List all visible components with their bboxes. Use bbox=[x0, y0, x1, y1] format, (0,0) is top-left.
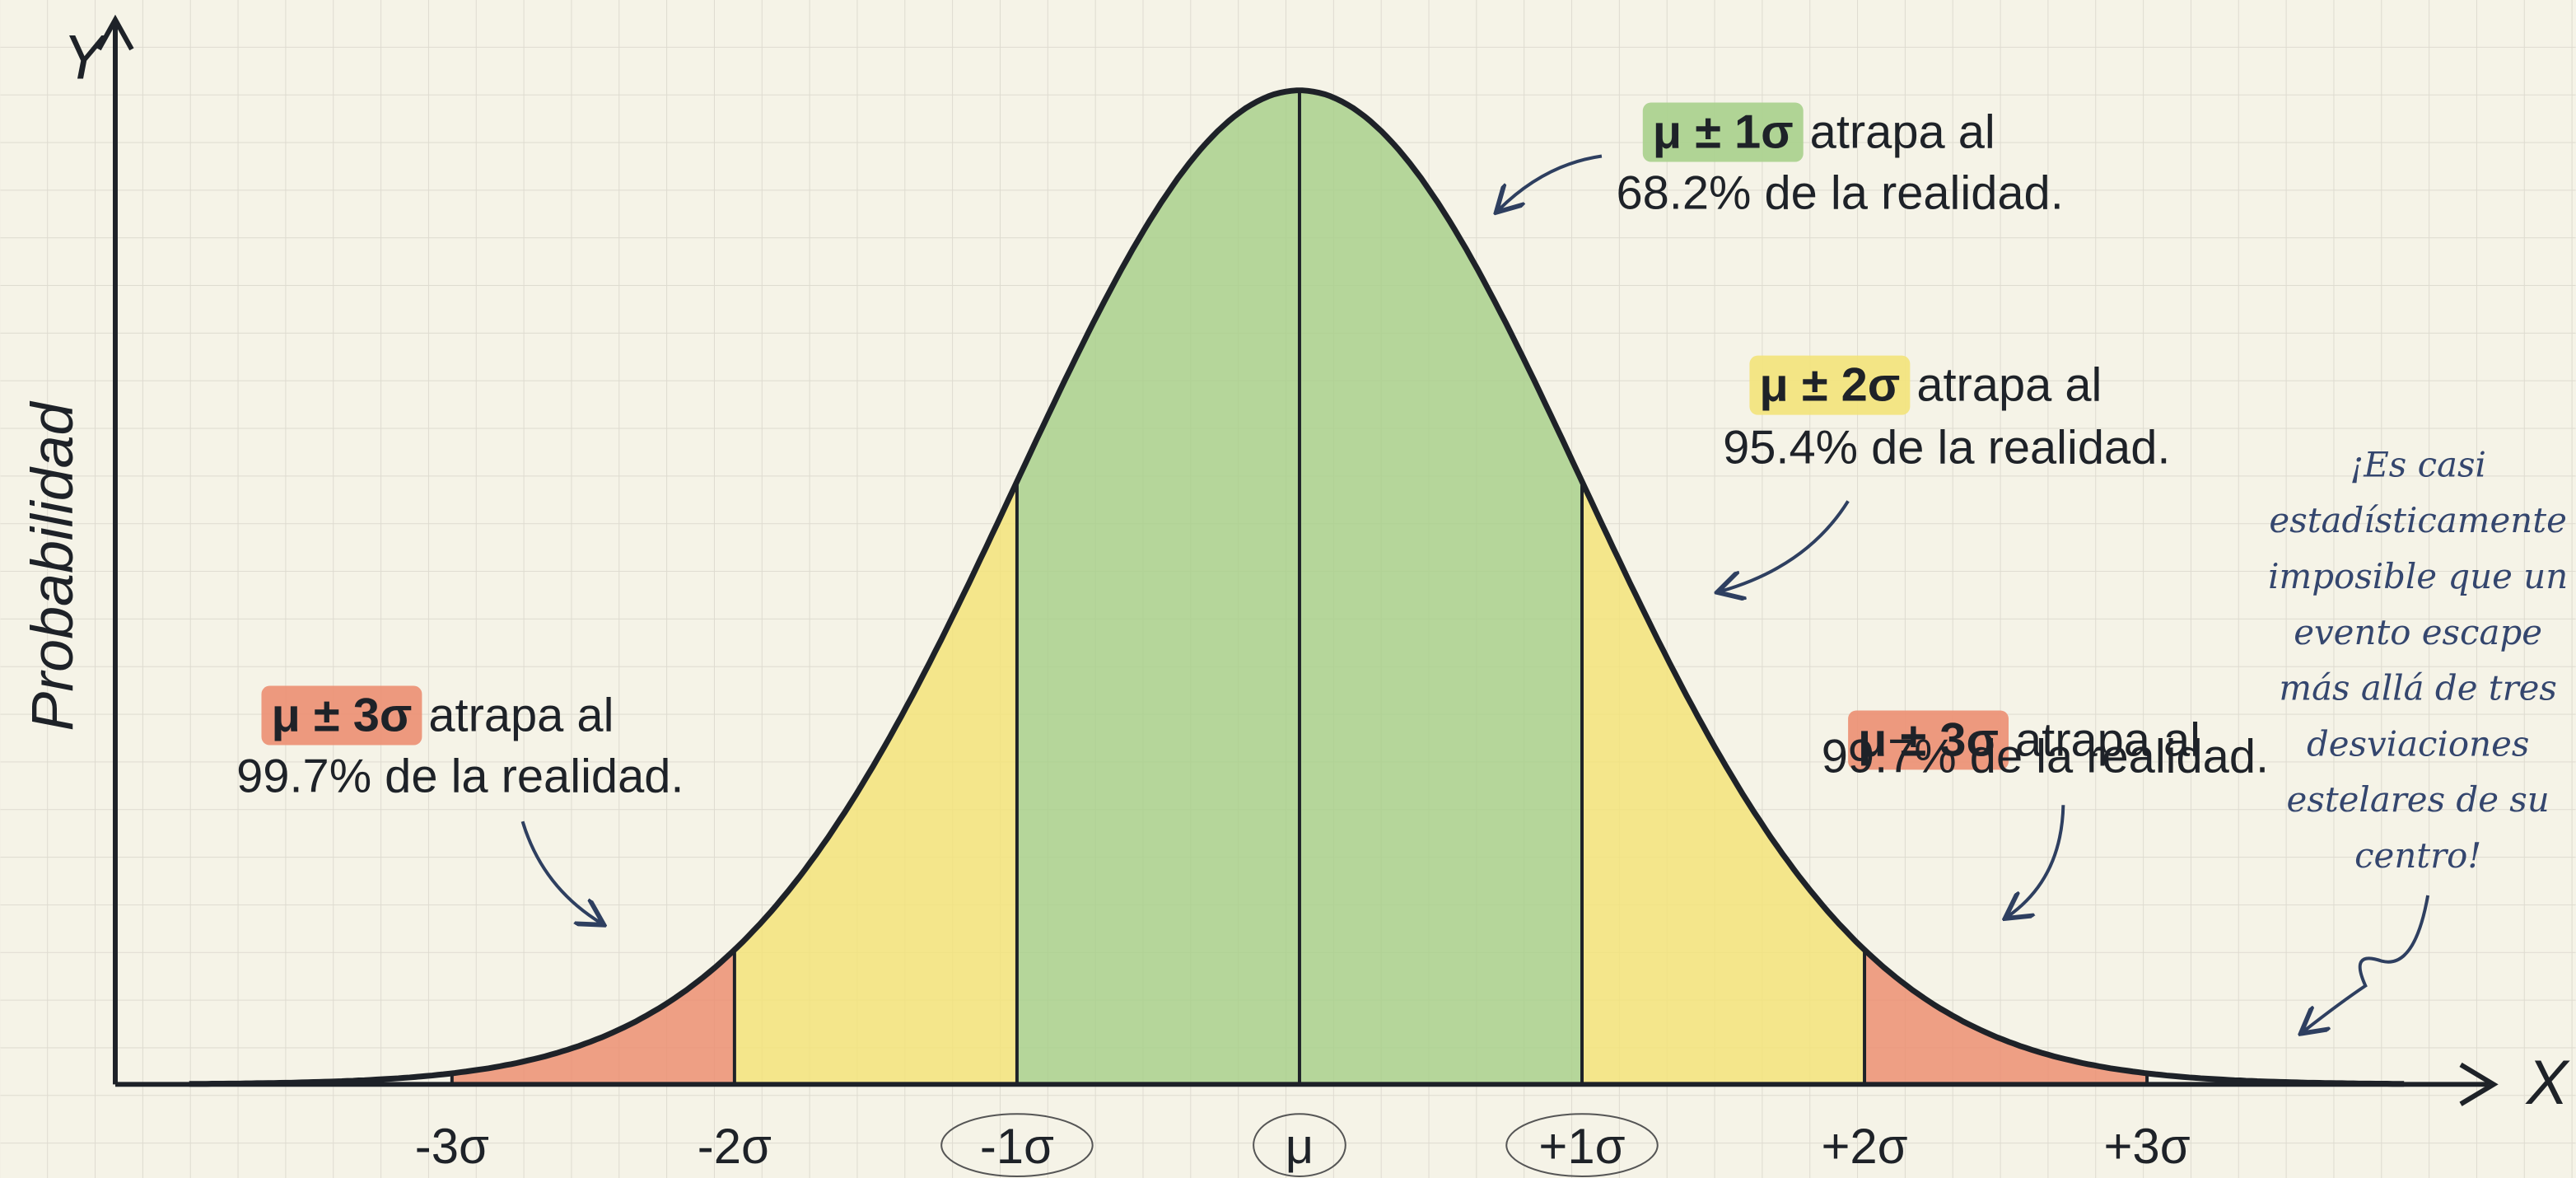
note-line: desviaciones bbox=[2307, 723, 2529, 764]
y-label: Y bbox=[63, 23, 109, 93]
note-line: evento escape bbox=[2294, 612, 2542, 652]
note-line: imposible que un bbox=[2268, 556, 2568, 596]
annotation-text: atrapa al bbox=[428, 690, 614, 742]
annotation-highlight: μ ± 3σ bbox=[271, 690, 412, 742]
x-tick-label: +1σ bbox=[1538, 1119, 1625, 1174]
note-line: centro! bbox=[2354, 835, 2481, 876]
annotation-line2: 68.2% de la realidad. bbox=[1616, 166, 2063, 219]
x-tick-label: +3σ bbox=[2104, 1119, 2191, 1174]
note-line: estadísticamente bbox=[2269, 500, 2566, 540]
annotation-text: atrapa al bbox=[1916, 359, 2102, 412]
x-tick-label: -1σ bbox=[980, 1119, 1054, 1174]
x-tick-label: -3σ bbox=[415, 1119, 489, 1174]
y-title: Probabilidad bbox=[20, 400, 86, 731]
x-tick-label: -2σ bbox=[698, 1119, 772, 1174]
annotation-line2: 99.7% de la realidad. bbox=[1822, 730, 2269, 783]
note-line: estelares de su bbox=[2287, 779, 2550, 820]
diagram: Y X Probabilidad -3σ -2σ -1σ μ +1σ +2σ +3σ μ ± … bbox=[0, 0, 2576, 1178]
note-line: más allá de tres bbox=[2279, 668, 2557, 708]
note-line: ¡Es casi bbox=[2350, 444, 2486, 484]
x-label: X bbox=[2525, 1048, 2570, 1118]
annotation-highlight: μ ± 2σ bbox=[1759, 359, 1900, 412]
x-tick-label: μ bbox=[1286, 1119, 1314, 1174]
annotation-line2: 99.7% de la realidad. bbox=[236, 750, 684, 802]
annotation-text: atrapa al bbox=[1810, 105, 1995, 158]
annotation-highlight: μ ± 1σ bbox=[1653, 105, 1794, 158]
annotation-line2: 95.4% de la realidad. bbox=[1723, 421, 2170, 474]
x-tick-label: +2σ bbox=[1821, 1119, 1907, 1174]
